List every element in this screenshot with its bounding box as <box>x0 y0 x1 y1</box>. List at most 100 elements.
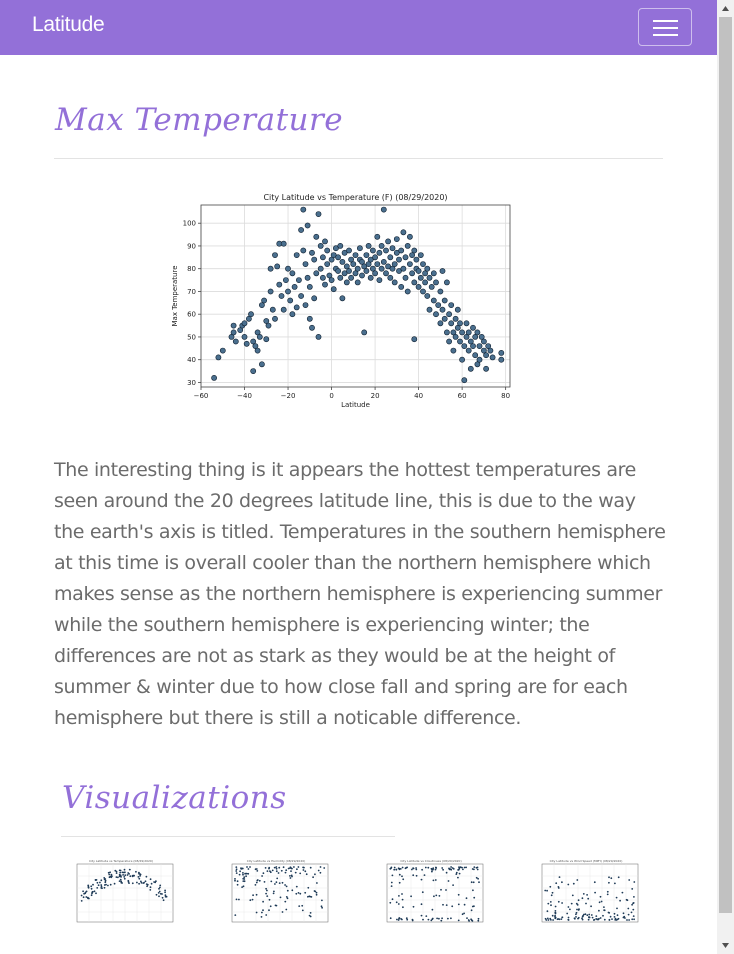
x-tick-label: 80 <box>501 392 510 400</box>
visualizations-heading: Visualizations <box>62 780 287 816</box>
y-tick-label: 80 <box>187 265 196 273</box>
x-tick-label: 0 <box>329 392 333 400</box>
data-point <box>391 261 398 267</box>
data-point <box>498 356 505 363</box>
navbar-brand[interactable]: Latitude <box>32 13 105 36</box>
data-point <box>215 354 222 361</box>
data-point <box>337 243 344 249</box>
svg-text:City Latitude vs Wind Speed (M: City Latitude vs Wind Speed (MPH) (08/29… <box>550 859 623 863</box>
data-point <box>443 329 450 336</box>
data-point <box>359 259 365 265</box>
data-point <box>341 270 348 277</box>
hamburger-icon-bar <box>653 27 678 29</box>
page-scrollbar[interactable] <box>717 0 734 954</box>
data-point <box>406 233 413 240</box>
data-point <box>378 265 385 272</box>
data-point <box>319 254 326 261</box>
data-point <box>326 272 333 279</box>
thumbnail-humidity[interactable]: City Latitude vs Humidity (08/29/2020) <box>222 858 330 930</box>
data-point <box>437 320 444 327</box>
data-point <box>387 254 394 261</box>
data-point <box>393 249 400 256</box>
data-point <box>476 356 483 363</box>
data-point <box>476 343 483 349</box>
data-point <box>274 263 281 270</box>
data-point <box>463 320 470 327</box>
scrollbar-thumb[interactable] <box>719 17 732 913</box>
data-point <box>356 245 363 252</box>
y-tick-label: 60 <box>187 311 196 319</box>
data-point <box>263 318 270 324</box>
thumbnail-wind-speed[interactable]: City Latitude vs Wind Speed (MPH) (08/29… <box>532 858 640 930</box>
data-point <box>483 352 489 359</box>
data-point <box>398 247 405 254</box>
data-point <box>433 279 439 286</box>
data-point <box>465 347 472 354</box>
data-point <box>448 302 455 308</box>
navbar-toggle-button[interactable] <box>638 8 692 46</box>
data-point <box>241 333 248 340</box>
data-point <box>446 311 452 318</box>
data-point <box>374 261 381 267</box>
data-point <box>480 338 487 345</box>
data-point <box>376 277 383 283</box>
scroll-down-icon[interactable] <box>717 937 734 954</box>
data-point <box>269 306 276 313</box>
data-point <box>267 265 274 272</box>
visualizations-divider <box>61 836 395 837</box>
data-point <box>309 324 315 331</box>
data-point <box>319 274 326 281</box>
data-point <box>280 240 287 247</box>
data-point <box>311 295 318 302</box>
data-point <box>430 270 437 277</box>
data-point <box>483 365 489 372</box>
data-point <box>426 274 433 281</box>
scroll-up-icon[interactable] <box>717 0 734 17</box>
data-point <box>298 227 304 233</box>
data-point <box>489 354 496 361</box>
data-point <box>346 247 352 254</box>
data-point <box>380 206 387 213</box>
title-divider <box>54 158 663 159</box>
data-point <box>348 274 354 281</box>
data-point <box>461 377 468 384</box>
data-point <box>398 284 405 290</box>
data-point <box>428 284 435 290</box>
page-title: Max Temperature <box>55 102 344 138</box>
data-point <box>367 256 374 263</box>
data-point <box>422 279 428 286</box>
data-point <box>280 306 287 313</box>
data-point <box>454 324 461 331</box>
thumbnail-cloudiness[interactable]: City Latitude vs Cloudiness (08/29/2020) <box>377 858 485 930</box>
data-point <box>409 270 415 277</box>
data-point <box>250 368 257 374</box>
data-point <box>457 320 463 327</box>
data-point <box>420 288 426 295</box>
data-point <box>219 347 226 354</box>
data-point <box>250 338 257 345</box>
data-point <box>363 268 370 274</box>
data-point <box>230 329 237 336</box>
data-point <box>402 254 409 261</box>
data-point <box>376 249 383 256</box>
data-point <box>457 338 463 345</box>
data-point <box>380 259 387 265</box>
data-point <box>452 315 459 322</box>
data-point <box>415 284 422 290</box>
data-point <box>467 338 474 345</box>
data-point <box>243 340 250 347</box>
data-point <box>261 297 267 304</box>
data-point <box>383 247 389 254</box>
data-point <box>389 245 396 252</box>
data-point <box>459 356 465 363</box>
data-point <box>335 268 341 274</box>
data-point <box>437 288 444 295</box>
data-point <box>246 315 252 322</box>
data-point <box>404 243 411 249</box>
data-point <box>335 254 341 261</box>
y-tick-label: 70 <box>187 288 196 296</box>
thumbnail-temperature[interactable]: City Latitude vs Temperature (08/29/2020… <box>67 858 175 930</box>
data-point <box>272 252 278 258</box>
data-point <box>263 336 270 343</box>
y-tick-label: 100 <box>183 220 196 228</box>
